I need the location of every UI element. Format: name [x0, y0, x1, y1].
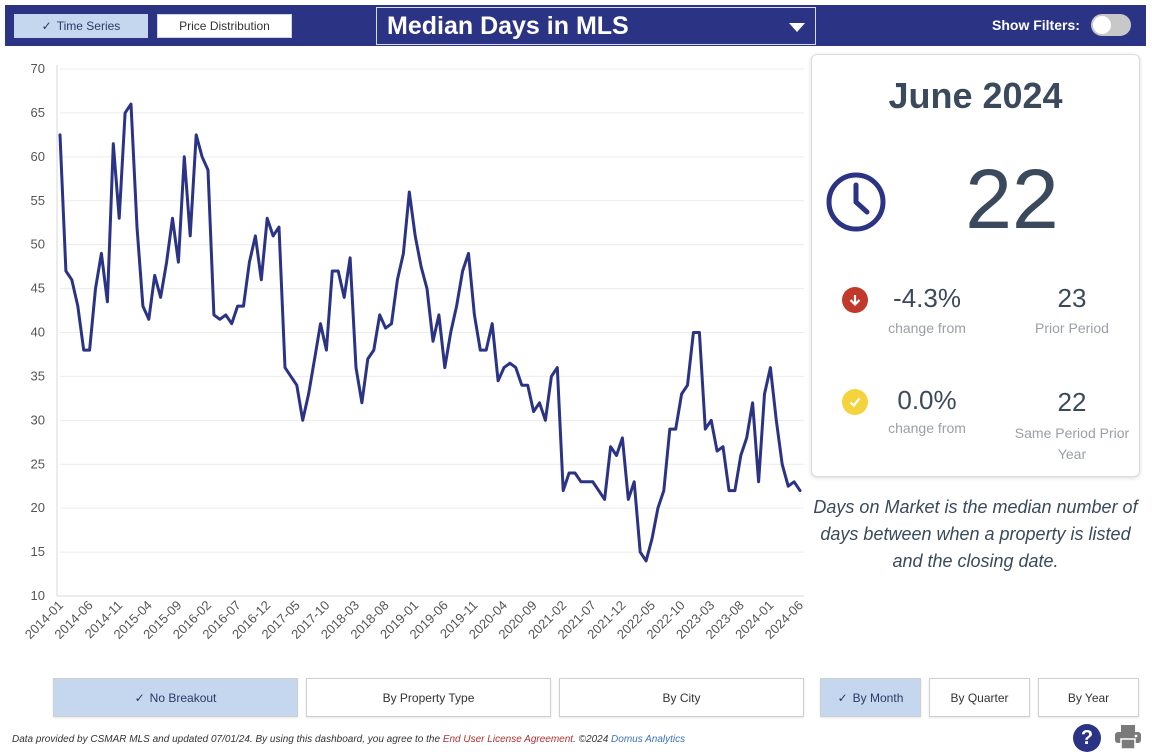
header-bar: ✓ Time Series Price Distribution Median …: [5, 5, 1146, 46]
by-quarter-button[interactable]: By Quarter: [929, 678, 1030, 717]
by-quarter-label: By Quarter: [950, 690, 1009, 705]
tab-price-distribution[interactable]: Price Distribution: [157, 14, 292, 38]
domus-analytics-link[interactable]: Domus Analytics: [611, 734, 686, 745]
by-property-type-label: By Property Type: [382, 690, 475, 705]
arrow-down-icon: [842, 287, 868, 313]
by-property-type-button[interactable]: By Property Type: [306, 678, 551, 717]
show-filters-toggle[interactable]: [1091, 14, 1131, 36]
no-breakout-button[interactable]: ✓ No Breakout: [53, 678, 298, 717]
metric-select[interactable]: Median Days in MLS: [376, 7, 816, 45]
chevron-down-icon: [789, 23, 805, 32]
by-year-label: By Year: [1067, 690, 1110, 705]
y-tick-label: 60: [31, 149, 45, 164]
check-circle-icon: [842, 389, 868, 415]
tab-price-distribution-label: Price Distribution: [179, 19, 270, 33]
change-sub-label: change from: [888, 320, 966, 336]
y-tick-label: 30: [31, 412, 45, 427]
no-breakout-label: No Breakout: [149, 690, 217, 705]
series-line: [58, 102, 802, 563]
by-month-label: By Month: [852, 690, 904, 705]
median-days-chart: 101520253035404550556065702014-012014-06…: [22, 61, 806, 642]
check-icon: ✓: [41, 19, 52, 33]
yoy-change-percent: 0.0%: [897, 385, 957, 415]
y-tick-label: 55: [31, 193, 45, 208]
by-city-button[interactable]: By City: [559, 678, 804, 717]
same-period-prior-year-value: 22: [1057, 387, 1087, 417]
y-tick-label: 50: [31, 237, 45, 252]
footer-disclaimer: Data provided by CSMAR MLS and updated 0…: [12, 734, 685, 745]
same-period-prior-year-label: Same Period Prior Year: [1014, 425, 1130, 462]
metric-select-value: Median Days in MLS: [387, 11, 629, 40]
current-value: 22: [965, 152, 1059, 246]
y-tick-label: 35: [31, 368, 45, 383]
y-tick-label: 65: [31, 105, 45, 120]
period-title: June 2024: [888, 75, 1063, 116]
toggle-knob: [1093, 16, 1111, 34]
change-percent: -4.3%: [893, 283, 961, 313]
y-tick-label: 25: [31, 456, 45, 471]
y-tick-label: 15: [31, 544, 45, 559]
footer-text: Data provided by CSMAR MLS and updated 0…: [12, 734, 443, 745]
clock-icon: [826, 172, 886, 232]
y-tick-label: 20: [31, 500, 45, 515]
y-tick-label: 70: [31, 61, 45, 76]
tab-time-series-label: Time Series: [56, 19, 121, 33]
footer-copyright: . ©2024: [573, 734, 612, 745]
by-city-label: By City: [662, 690, 701, 705]
by-year-button[interactable]: By Year: [1038, 678, 1139, 717]
y-tick-label: 40: [31, 325, 45, 340]
check-icon: ✓: [134, 690, 145, 705]
prior-period-value: 23: [1057, 283, 1087, 313]
help-icon[interactable]: ?: [1073, 724, 1101, 752]
yoy-sub-label: change from: [888, 420, 966, 436]
show-filters-label: Show Filters:: [992, 17, 1080, 33]
check-icon: ✓: [837, 690, 848, 705]
y-tick-label: 45: [31, 281, 45, 296]
eula-link[interactable]: End User License Agreement: [442, 734, 574, 745]
metric-description: Days on Market is the median number of d…: [813, 497, 1138, 571]
prior-period-label: Prior Period: [1035, 320, 1109, 336]
by-month-button[interactable]: ✓ By Month: [820, 678, 921, 717]
stat-card: June 2024 22 -4.3% change from 23 Prior …: [811, 54, 1140, 477]
print-icon[interactable]: [1114, 724, 1142, 750]
y-tick-label: 10: [31, 588, 45, 603]
tab-time-series[interactable]: ✓ Time Series: [14, 14, 148, 38]
